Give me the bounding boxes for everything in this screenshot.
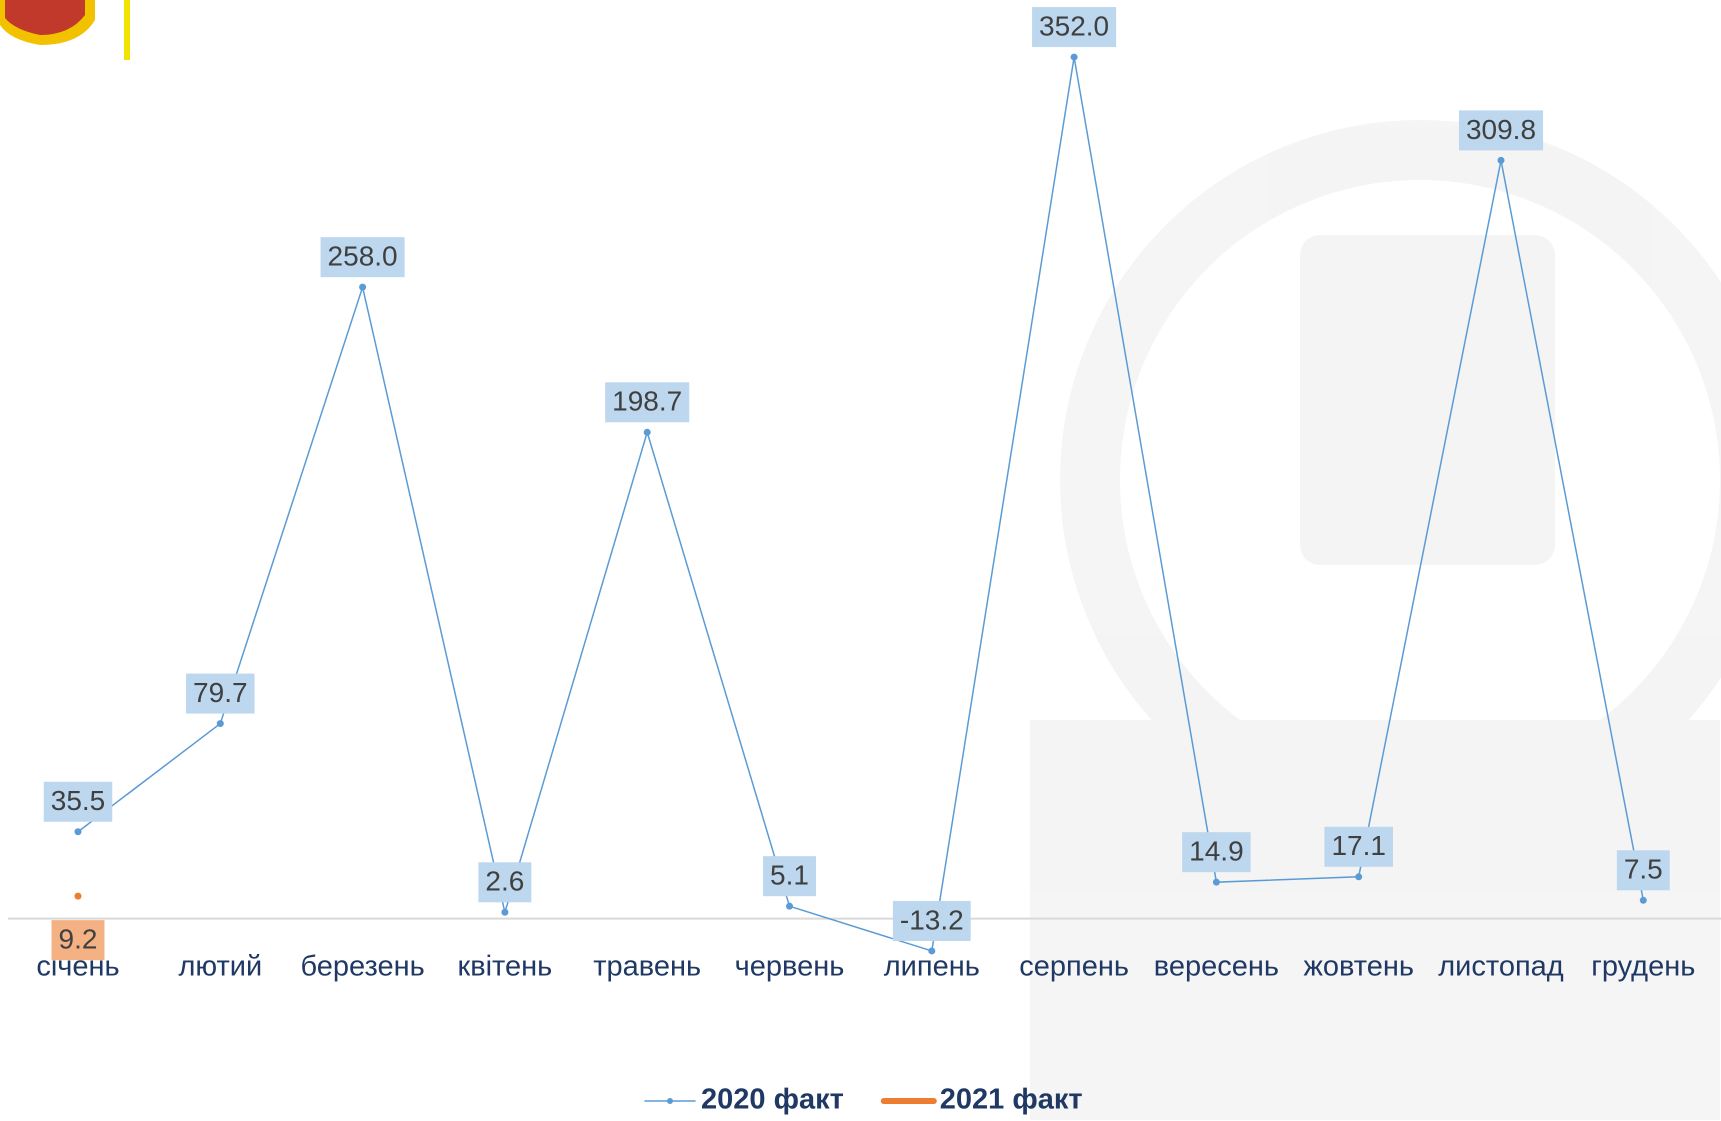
data-label-box: [478, 862, 532, 903]
data-label-box: [1324, 826, 1393, 867]
point: [74, 828, 82, 836]
x-tick-label: вересень: [1154, 951, 1279, 983]
point: [1355, 873, 1363, 881]
x-tick-label: лютий: [178, 951, 262, 983]
x-tick-label: травень: [593, 951, 701, 983]
data-label: 35.5: [51, 785, 106, 816]
data-label-box: [1032, 7, 1117, 48]
logo: [0, 0, 130, 60]
data-label-box: [51, 920, 105, 961]
point: [928, 947, 936, 955]
data-label-box: [1458, 110, 1544, 151]
data-label: 17.1: [1331, 830, 1386, 861]
x-tick-label: грудень: [1591, 951, 1695, 983]
x-tick-label: серпень: [1019, 951, 1129, 983]
x-tick-label: квітень: [458, 951, 553, 983]
data-label-box: [43, 781, 113, 822]
point: [74, 892, 82, 900]
legend: 2020 факт 2021 факт: [644, 1084, 1083, 1116]
data-label-box: [320, 237, 405, 278]
x-tick-label: листопад: [1438, 951, 1564, 983]
legend-label: 2020 факт: [701, 1084, 844, 1116]
point: [1070, 53, 1078, 61]
x-tick-label: березень: [300, 951, 424, 983]
data-label-box: [1182, 832, 1251, 873]
data-label-box: [186, 673, 255, 714]
data-label: 14.9: [1189, 836, 1244, 867]
x-tick-label: червень: [735, 951, 845, 983]
data-label: 7.5: [1624, 854, 1663, 885]
x-tick-label: жовтень: [1303, 951, 1414, 983]
data-label: 2.6: [485, 866, 524, 897]
data-label: 9.2: [59, 924, 98, 955]
point: [501, 908, 509, 916]
data-label-box: [605, 382, 690, 423]
point: [1212, 878, 1220, 886]
legend-label: 2021 факт: [940, 1084, 1083, 1116]
data-label-box: [763, 856, 816, 897]
data-label: 309.8: [1466, 114, 1536, 145]
x-tick-label: липень: [884, 951, 980, 983]
data-label: 352.0: [1039, 10, 1109, 41]
data-label-box: [892, 900, 971, 941]
legend-marker: [667, 1098, 673, 1104]
point: [1497, 156, 1505, 164]
series-line: [77, 56, 1645, 952]
data-label-box: [1616, 850, 1670, 891]
point: [1639, 896, 1647, 904]
data-label: 258.0: [328, 241, 398, 272]
point: [216, 720, 224, 728]
point: [359, 283, 367, 291]
data-label: 198.7: [612, 386, 682, 417]
point: [786, 902, 793, 910]
point: [643, 428, 651, 436]
data-label: 79.7: [193, 677, 248, 708]
data-label: -13.2: [900, 904, 964, 935]
data-label: 5.1: [770, 860, 809, 891]
background-emblem: [1030, 120, 1721, 1120]
